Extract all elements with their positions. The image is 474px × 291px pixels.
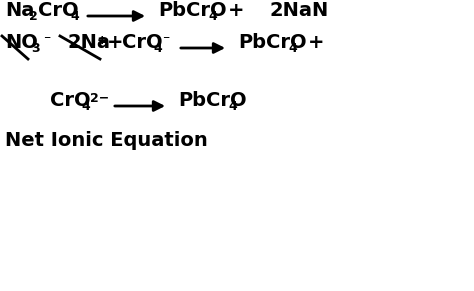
- Text: Net Ionic Equation: Net Ionic Equation: [5, 131, 208, 150]
- Text: ⁻: ⁻: [162, 33, 169, 47]
- Text: Na: Na: [5, 1, 35, 20]
- Text: +: +: [308, 33, 325, 52]
- Text: 4: 4: [228, 100, 237, 113]
- Text: 4: 4: [70, 10, 79, 23]
- Text: 4: 4: [208, 10, 217, 23]
- Text: PbCrO: PbCrO: [158, 1, 227, 20]
- Text: 4: 4: [81, 100, 90, 113]
- Text: +: +: [228, 1, 245, 20]
- Text: 2: 2: [29, 10, 38, 23]
- Text: 3: 3: [31, 42, 40, 55]
- Text: 4: 4: [153, 42, 162, 55]
- Text: CrO: CrO: [122, 33, 163, 52]
- Text: PbCrO: PbCrO: [238, 33, 307, 52]
- Text: CrO: CrO: [50, 91, 91, 110]
- Text: NO: NO: [5, 33, 38, 52]
- Text: ⁻: ⁻: [43, 33, 50, 47]
- Text: 4: 4: [288, 42, 297, 55]
- Text: PbCrO: PbCrO: [178, 91, 246, 110]
- Text: +: +: [97, 34, 108, 47]
- Text: +: +: [107, 33, 124, 52]
- Text: 2−: 2−: [90, 92, 109, 105]
- Text: 2NaN: 2NaN: [270, 1, 329, 20]
- Text: CrO: CrO: [38, 1, 79, 20]
- Text: 2Na: 2Na: [68, 33, 111, 52]
